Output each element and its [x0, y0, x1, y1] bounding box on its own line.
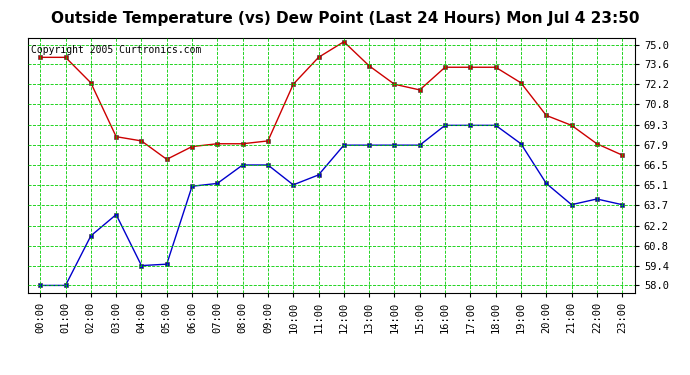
Text: Copyright 2005 Curtronics.com: Copyright 2005 Curtronics.com: [30, 45, 201, 55]
Text: Outside Temperature (vs) Dew Point (Last 24 Hours) Mon Jul 4 23:50: Outside Temperature (vs) Dew Point (Last…: [51, 11, 639, 26]
